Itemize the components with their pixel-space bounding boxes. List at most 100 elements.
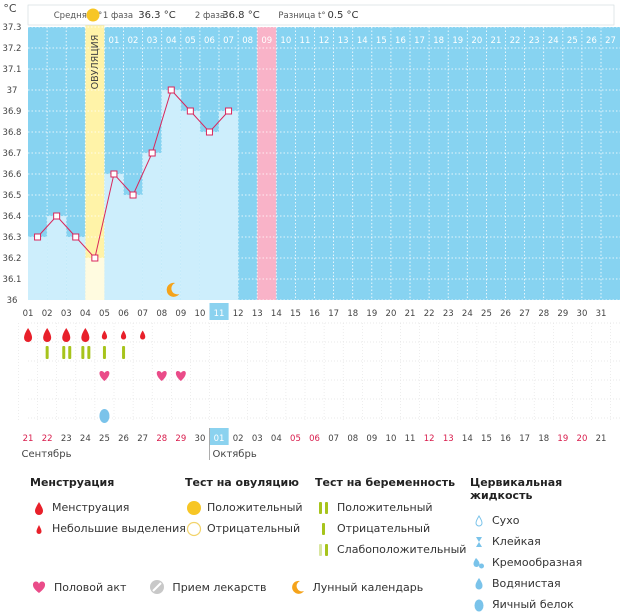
- phase-day-label: 25: [567, 36, 578, 46]
- y-tick-label: 37.2: [3, 44, 22, 54]
- month-label: Сентябрь: [22, 449, 72, 460]
- pregnancy-test-stripe: [122, 346, 126, 359]
- legend-cervical-title: Цервикальная жидкость: [470, 476, 563, 502]
- temperature-point: [148, 149, 156, 157]
- ovulation-negative-icon: [185, 520, 203, 538]
- phase-day-label: 01: [109, 36, 120, 46]
- phase-day-label: 12: [319, 36, 330, 46]
- cycle-day-label: 26: [500, 309, 511, 319]
- legend-label: Прием лекарств: [172, 580, 267, 594]
- legend-label: Положительный: [337, 501, 433, 514]
- cycle-day-label: 23: [443, 309, 454, 319]
- temperature-point: [205, 128, 213, 136]
- temperature-bar: [47, 216, 67, 300]
- menstruation-drop: [140, 330, 146, 340]
- cycle-day-label: 17: [328, 309, 339, 319]
- calendar-date-label: 02: [233, 434, 244, 444]
- cycle-day-label: 09: [175, 309, 186, 319]
- today-date-marker: [209, 428, 229, 445]
- legend-label: Лунный календарь: [312, 580, 424, 594]
- y-tick-label: 37: [7, 86, 18, 96]
- pregnancy-test-stripe: [81, 346, 85, 359]
- calendar-date-label: 06: [309, 434, 320, 444]
- blood-drop-icon: [30, 499, 48, 517]
- pregnancy-test-stripe: [45, 346, 49, 359]
- legend-item-ovulation-negative: Отрицательный: [185, 518, 303, 539]
- phase-day-label: 20: [471, 36, 482, 46]
- legend-item-creamy: Кремообразная: [470, 552, 626, 573]
- calendar-date-label: 23: [61, 434, 72, 444]
- today-marker: [209, 303, 229, 320]
- cycle-day-label: 04: [80, 309, 91, 319]
- cycle-day-label: 07: [137, 309, 148, 319]
- phase-day-label: 26: [586, 36, 597, 46]
- calendar-date-label: 22: [42, 434, 53, 444]
- calendar-date-label: 14: [462, 434, 473, 444]
- temperature-bar: [161, 90, 181, 300]
- legend-label: Отрицательный: [207, 522, 301, 535]
- cycle-day-label: 08: [156, 309, 167, 319]
- phase1-label: 1 фаза: [103, 11, 133, 21]
- calendar-date-label: 01: [214, 434, 225, 444]
- dry-drop-icon: [470, 512, 488, 530]
- menstruation-drop: [120, 330, 127, 340]
- legend-label: Яичный белок: [492, 598, 574, 611]
- heart-icon: [30, 578, 48, 596]
- temperature-point: [129, 191, 137, 199]
- calendar-date-label: 21: [23, 434, 34, 444]
- temperature-bar: [219, 111, 239, 300]
- phase2-label: 2 фаза: [195, 11, 225, 21]
- cycle-day-label: 01: [23, 309, 34, 319]
- cycle-day-label: 29: [557, 309, 568, 319]
- temperature-point: [53, 212, 61, 220]
- ovulation-column: [85, 5, 105, 300]
- legend-item-pregnancy-positive: Положительный: [315, 497, 466, 518]
- legend-item-lunar: Лунный календарь: [289, 578, 424, 596]
- cycle-day-label: 24: [462, 309, 473, 319]
- calendar-date-label: 29: [175, 434, 186, 444]
- temperature-bar: [66, 237, 86, 300]
- menstruation-drop: [62, 328, 71, 342]
- cycle-day-label: 16: [309, 309, 320, 319]
- legend-label: Слабоположительный: [337, 543, 467, 556]
- temperature-bar: [28, 237, 48, 300]
- calendar-date-label: 17: [519, 434, 530, 444]
- temperature-bar: [199, 132, 219, 300]
- lunar-moon: [166, 282, 180, 297]
- legend-item-dry: Сухо: [470, 510, 626, 531]
- legend-item-spotting: Небольшие выделения: [30, 518, 186, 539]
- calendar-date-label: 12: [424, 434, 435, 444]
- legend-label: Небольшие выделения: [52, 522, 186, 535]
- legend-label: Сухо: [492, 514, 520, 527]
- y-tick-label: 36.3: [3, 233, 22, 243]
- phase-day-label: 14: [357, 36, 368, 46]
- test-double-stripe-icon: [315, 499, 333, 517]
- cycle-day-label: 20: [386, 309, 397, 319]
- legend-label: Клейкая: [492, 535, 541, 548]
- calendar-date-label: 25: [99, 434, 110, 444]
- y-tick-label: 36.9: [3, 107, 22, 117]
- phase-day-label: 08: [242, 36, 253, 46]
- watery-drop-icon: [470, 575, 488, 593]
- y-tick-label: 36.4: [3, 212, 22, 222]
- legend-menstruation-title: Менструация: [30, 476, 115, 489]
- pill-icon: [148, 578, 166, 596]
- egg-white-icon: [470, 596, 488, 614]
- pregnancy-test-stripe: [102, 346, 106, 359]
- calendar-date-label: 07: [328, 434, 339, 444]
- y-tick-label: 36.5: [3, 191, 22, 201]
- highlight-column: [257, 27, 277, 300]
- cycle-day-label: 19: [366, 309, 377, 319]
- diff-value: 0.5 °C: [327, 10, 358, 21]
- creamy-drop-icon: [470, 554, 488, 572]
- phase-day-label: 06: [204, 36, 215, 46]
- phase-day-label: 04: [166, 36, 177, 46]
- legend-label: Водянистая: [492, 577, 561, 590]
- calendar-date-label: 08: [347, 434, 358, 444]
- legend-label: Менструация: [52, 501, 130, 514]
- phase-day-label: 19: [452, 36, 463, 46]
- ovulation-positive-icon: [86, 8, 100, 22]
- phase2-value: 36.8 °C: [222, 10, 259, 21]
- phase-day-label: 16: [395, 36, 406, 46]
